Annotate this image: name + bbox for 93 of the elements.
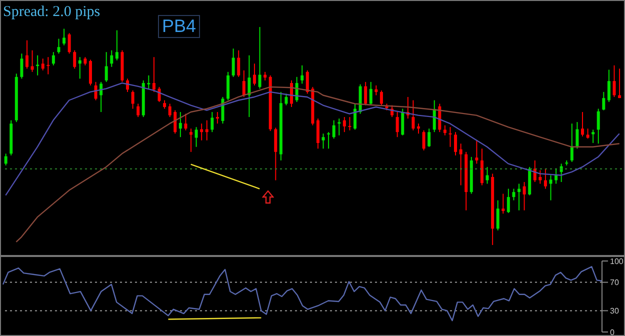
candlestick bbox=[242, 70, 246, 98]
candlestick bbox=[52, 52, 55, 66]
candlestick bbox=[454, 132, 458, 156]
candlestick bbox=[396, 112, 399, 138]
candlestick bbox=[152, 56, 156, 92]
candlestick bbox=[20, 53, 24, 80]
candlestick bbox=[104, 52, 108, 82]
candlestick bbox=[158, 86, 161, 102]
candlestick bbox=[322, 133, 325, 150]
candlestick bbox=[401, 108, 404, 136]
y-tick-label: 30 bbox=[610, 306, 620, 316]
candlestick bbox=[274, 127, 278, 181]
candlestick bbox=[607, 69, 610, 102]
candlestick bbox=[205, 120, 208, 141]
candlestick bbox=[416, 123, 420, 134]
candlestick bbox=[232, 48, 235, 78]
candlestick bbox=[189, 128, 192, 152]
candlestick bbox=[25, 40, 28, 70]
candlestick bbox=[200, 123, 204, 141]
candlestick bbox=[518, 183, 521, 211]
candlestick bbox=[73, 50, 76, 70]
candlestick bbox=[168, 103, 172, 118]
candlestick bbox=[131, 90, 134, 110]
candlestick bbox=[618, 68, 622, 99]
candlestick bbox=[592, 129, 595, 144]
candlestick bbox=[174, 110, 177, 134]
candlestick bbox=[68, 32, 71, 54]
candlestick bbox=[284, 93, 288, 106]
candlestick bbox=[496, 200, 500, 231]
candlestick bbox=[78, 56, 82, 80]
candlestick bbox=[586, 128, 590, 140]
candlestick bbox=[448, 126, 452, 148]
candlestick bbox=[57, 38, 60, 54]
candlestick bbox=[486, 166, 489, 184]
candlestick bbox=[522, 182, 526, 211]
candlestick bbox=[184, 113, 188, 131]
candlestick bbox=[4, 153, 8, 166]
candlestick bbox=[226, 71, 230, 101]
candlestick bbox=[36, 54, 40, 76]
candlestick bbox=[342, 116, 346, 133]
candlestick bbox=[443, 124, 446, 136]
line-series bbox=[2, 266, 603, 322]
candlestick bbox=[178, 112, 182, 138]
candlestick bbox=[248, 54, 251, 118]
candlestick bbox=[506, 188, 510, 214]
candlestick bbox=[538, 170, 542, 184]
candlestick bbox=[210, 112, 214, 133]
candlestick bbox=[602, 91, 606, 111]
candlestick bbox=[354, 103, 356, 130]
candlestick bbox=[88, 59, 92, 86]
candlestick bbox=[316, 118, 320, 150]
candlestick bbox=[194, 126, 198, 148]
candlestick bbox=[41, 58, 44, 71]
candlestick bbox=[364, 81, 368, 106]
candlestick bbox=[115, 30, 118, 61]
candlestick bbox=[612, 64, 616, 98]
candlestick bbox=[327, 132, 330, 150]
candlestick bbox=[136, 103, 140, 118]
candlestick bbox=[258, 27, 262, 90]
candlestick bbox=[422, 130, 426, 151]
candlestick bbox=[306, 70, 309, 94]
candlestick bbox=[147, 74, 150, 90]
candlestick bbox=[480, 148, 484, 186]
candlestick bbox=[30, 50, 34, 72]
y-tick-label: 100 bbox=[610, 256, 624, 266]
candlestick bbox=[412, 100, 415, 131]
candlestick bbox=[459, 143, 462, 186]
candlestick bbox=[581, 112, 584, 137]
candlestick bbox=[237, 50, 240, 78]
candlestick bbox=[369, 81, 372, 106]
candlestick bbox=[428, 128, 431, 148]
candlestick bbox=[46, 56, 50, 75]
candlestick bbox=[348, 116, 352, 131]
y-tick-label: 0 bbox=[610, 328, 615, 336]
y-tick-label: 70 bbox=[610, 278, 620, 288]
candlestick bbox=[110, 50, 114, 68]
text: Spread: 2.0 pips bbox=[3, 4, 100, 21]
candlestick bbox=[596, 108, 600, 144]
candlestick bbox=[332, 120, 336, 140]
candlestick bbox=[374, 84, 378, 96]
candlestick bbox=[300, 64, 304, 84]
candlestick bbox=[570, 123, 574, 162]
candlestick bbox=[512, 188, 516, 201]
annotation: PB4 bbox=[158, 15, 200, 38]
candlestick bbox=[62, 28, 66, 46]
candlestick bbox=[475, 140, 478, 164]
candlestick bbox=[252, 63, 256, 86]
candlestick bbox=[544, 168, 547, 190]
candlestick bbox=[549, 174, 552, 201]
candlestick bbox=[380, 90, 383, 106]
candlestick bbox=[502, 193, 505, 214]
candlestick bbox=[216, 112, 219, 124]
candlestick bbox=[576, 122, 579, 150]
